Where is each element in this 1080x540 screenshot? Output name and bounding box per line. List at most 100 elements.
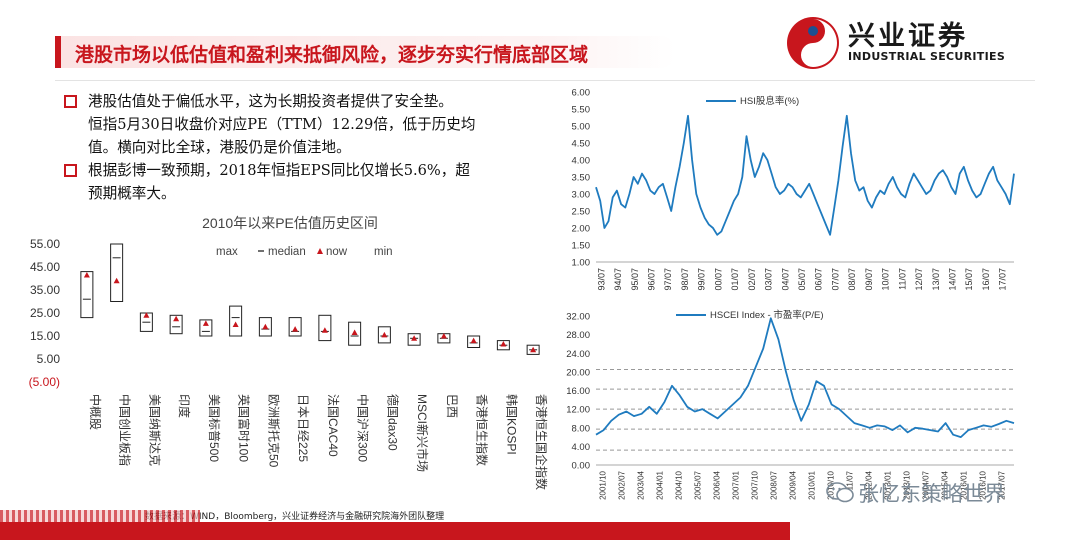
y-tick-label: 3.50: [572, 173, 591, 184]
x-tick-label: 2017/07: [998, 470, 1007, 499]
chart-title: 2010年以来PE估值历史区间: [202, 215, 378, 231]
footer-band: [0, 522, 790, 540]
range-box: [229, 305, 243, 337]
pe-range-chart: 2010年以来PE估值历史区间 max median now min 55.00 45.00…: [29, 215, 549, 490]
now-mark: [292, 326, 299, 332]
header-divider: [55, 80, 1035, 81]
wechat-icon: [826, 482, 854, 503]
series-line: [595, 317, 1015, 439]
legend-marker-now: [317, 248, 323, 254]
x-tick-label: 2005/07: [694, 470, 703, 499]
y-tick-label: 2.50: [572, 207, 591, 218]
x-tick-label: 2009/04: [789, 470, 798, 499]
y-tick-label: 5.00: [572, 122, 591, 133]
x-tick-label: 97/07: [663, 268, 673, 291]
x-tick-label: 2013/01: [884, 470, 893, 499]
x-tick-label: 2008/07: [770, 470, 779, 499]
y-tick-label: 16.00: [566, 386, 590, 397]
x-tick-label: 11/07: [897, 268, 907, 290]
x-tick-label: 08/07: [847, 268, 857, 291]
y-tick-label: 15.00: [30, 329, 60, 343]
x-tick-label: 94/07: [613, 268, 623, 291]
x-category-label: 欧洲斯托克50: [266, 394, 280, 468]
company-logo: 兴业证券 INDUSTRIAL SECURITIES: [784, 14, 1044, 74]
logo-name: 兴业证券: [848, 21, 968, 52]
x-tick-label: 2010/01: [808, 470, 817, 499]
y-tick-label: 25.00: [30, 306, 60, 320]
x-tick-label: 2006/04: [713, 470, 722, 499]
x-tick-label: 09/07: [864, 268, 874, 291]
x-tick-label: 93/07: [596, 268, 606, 291]
x-category-label: 英国富时100: [237, 394, 252, 462]
y-tick-label: 0.00: [572, 461, 591, 472]
x-tick-label: 10/07: [881, 268, 891, 291]
x-category-label: 中国创业板指: [118, 394, 133, 466]
x-tick-label: 14/07: [947, 268, 957, 291]
y-tick-label: 4.00: [572, 156, 591, 167]
slide-title: 港股市场以低估值和盈利来抵御风险，逐步夯实行情底部区域: [75, 44, 589, 66]
y-tick-label: 5.50: [572, 105, 591, 116]
now-mark: [113, 277, 120, 284]
range-box: [199, 319, 213, 337]
y-tick-label: 28.00: [566, 330, 590, 341]
x-tick-label: 07/07: [830, 268, 840, 291]
legend-label: median: [268, 246, 306, 258]
bullet-square-icon: [64, 164, 77, 177]
now-mark: [351, 329, 358, 336]
y-tick-label: 5.00: [37, 352, 61, 366]
bullet-list: 港股估值处于偏低水平，这为长期投资者提供了安全垫。 恒指5月30日收盘价对应PE…: [64, 90, 554, 205]
x-tick-label: 2013/10: [903, 470, 912, 499]
y-tick-label: 12.00: [566, 405, 590, 416]
x-tick-label: 02/07: [747, 268, 757, 291]
x-category-label: 中国沪深300: [356, 394, 371, 462]
y-tick-label: 6.00: [572, 88, 591, 99]
logo-english-name: INDUSTRIAL SECURITIES: [848, 50, 1006, 63]
x-tick-label: 2016/01: [960, 470, 969, 499]
x-tick-label: 04/07: [780, 268, 790, 291]
now-mark: [500, 341, 507, 347]
now-mark: [440, 333, 447, 339]
x-tick-label: 2011/07: [846, 470, 855, 499]
x-category-label: 香港恒生指数: [475, 394, 490, 466]
y-tick-label: 1.50: [572, 241, 591, 252]
x-tick-label: 16/07: [981, 268, 991, 291]
x-tick-label: 96/07: [647, 268, 657, 291]
hscei-pe-chart: 32.00 28.00 24.00 20.00 16.00 12.00 8.00 4.00 0.…: [566, 309, 1015, 500]
bullet-item: 根据彭博一致预期，2018年恒指EPS同比仅增长5.6%，超 预期概率大。: [64, 159, 554, 205]
x-category-label: 中概股: [88, 394, 103, 430]
y-tick-label: 4.50: [572, 139, 591, 150]
now-mark: [173, 315, 180, 322]
x-tick-label: 2004/01: [656, 470, 665, 499]
x-tick-label: 2007/10: [751, 470, 760, 499]
x-category-label: 日本日经225: [296, 394, 310, 462]
x-tick-label: 01/07: [730, 268, 740, 291]
x-tick-label: 2003/04: [637, 470, 646, 499]
now-mark: [83, 272, 90, 278]
x-category-label: 香港恒生国企指数: [534, 394, 549, 490]
now-mark: [470, 337, 477, 344]
y-tick-label: 4.00: [572, 442, 591, 453]
now-mark: [411, 335, 418, 341]
bullet-text: 港股估值处于偏低水平，这为长期投资者提供了安全垫。 恒指5月30日收盘价对应PE…: [88, 93, 476, 156]
x-tick-label: 2015/04: [941, 470, 950, 499]
y-tick-label: 45.00: [30, 260, 60, 274]
legend-label: min: [374, 246, 393, 258]
logo-swirl-icon: [787, 17, 839, 69]
now-mark: [530, 346, 537, 353]
y-tick-label: 1.00: [572, 258, 591, 269]
now-mark: [202, 320, 209, 326]
legend-label: HSCEI Index - 市盈率(P/E): [710, 309, 824, 321]
y-tick-label: 55.00: [30, 237, 60, 251]
x-category-label: 法国CAC40: [326, 394, 340, 457]
now-mark: [262, 323, 269, 330]
now-mark: [321, 327, 328, 333]
x-tick-label: 00/07: [713, 268, 723, 291]
legend-label: max: [216, 246, 238, 258]
x-tick-label: 2012/04: [865, 470, 874, 499]
x-tick-label: 13/07: [931, 268, 941, 291]
y-tick-label: 20.00: [566, 367, 590, 378]
series-line: [595, 114, 1015, 236]
now-mark: [143, 312, 150, 318]
x-tick-label: 95/07: [630, 268, 640, 291]
x-tick-label: 2002/07: [618, 470, 627, 499]
